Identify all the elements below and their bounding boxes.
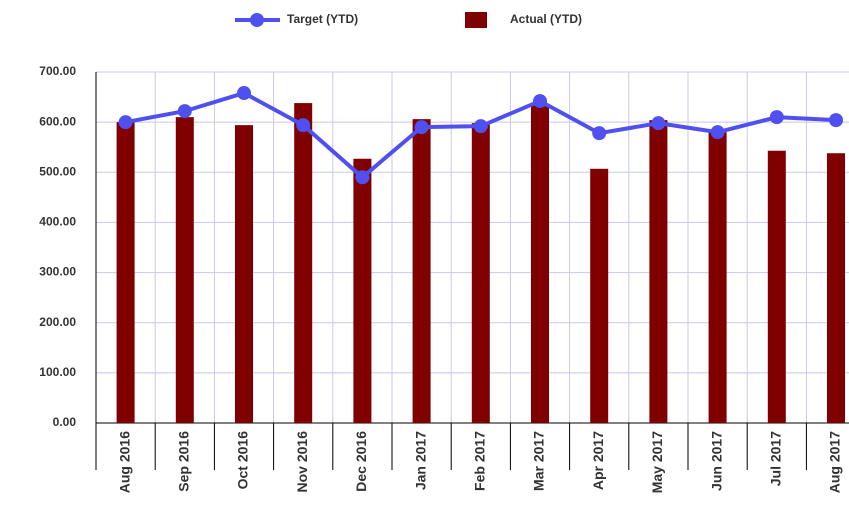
line-point xyxy=(414,120,429,135)
line-point xyxy=(473,119,488,134)
x-tick-label: May 2017 xyxy=(649,431,665,493)
line-point xyxy=(355,170,370,185)
x-tick-label: Jul 2017 xyxy=(768,431,784,486)
x-tick-label: Oct 2016 xyxy=(235,431,251,490)
x-tick-label: Jan 2017 xyxy=(412,431,428,490)
y-tick-label: 500.00 xyxy=(39,164,76,178)
x-tick-label: Sep 2016 xyxy=(176,431,192,492)
bar xyxy=(708,132,727,423)
x-tick-label: Apr 2017 xyxy=(590,431,606,490)
x-tick-label: Jun 2017 xyxy=(708,431,724,491)
bar xyxy=(235,125,253,423)
bar xyxy=(412,119,431,424)
y-tick-label: 700.00 xyxy=(39,64,76,78)
bar xyxy=(767,150,786,423)
x-tick-label: Dec 2016 xyxy=(353,431,369,492)
line-point xyxy=(769,110,784,125)
bar xyxy=(649,120,668,423)
bar xyxy=(353,158,372,424)
bar xyxy=(827,153,845,423)
line-point xyxy=(651,116,666,131)
line-point xyxy=(533,94,547,109)
y-tick-label: 600.00 xyxy=(39,114,76,128)
line-point xyxy=(237,86,251,101)
bar xyxy=(471,123,490,423)
line-point xyxy=(296,118,311,133)
line-point xyxy=(592,126,607,141)
bar xyxy=(590,168,609,423)
line-point xyxy=(118,115,133,130)
y-tick-label: 200.00 xyxy=(39,315,76,329)
line-point xyxy=(177,104,192,119)
x-tick-label: Aug 2016 xyxy=(116,431,132,493)
x-tick-label: Feb 2017 xyxy=(472,431,488,491)
line-point xyxy=(829,113,843,128)
y-tick-label: 300.00 xyxy=(39,265,76,279)
bar xyxy=(531,104,549,423)
legend-label: Target (YTD) xyxy=(287,12,358,26)
x-tick-label: Mar 2017 xyxy=(531,431,547,491)
legend-swatch xyxy=(465,12,487,28)
x-tick-label: Nov 2016 xyxy=(294,431,310,493)
y-tick-label: 100.00 xyxy=(39,365,76,379)
bar xyxy=(116,122,135,424)
bar xyxy=(175,117,194,423)
line-point xyxy=(710,125,725,140)
y-tick-label: 400.00 xyxy=(39,215,76,229)
y-tick-label: 0.00 xyxy=(53,415,77,429)
legend-label: Actual (YTD) xyxy=(510,12,582,26)
bar xyxy=(294,103,313,424)
x-tick-label: Aug 2017 xyxy=(827,431,843,493)
legend-swatch-dot xyxy=(250,13,264,27)
